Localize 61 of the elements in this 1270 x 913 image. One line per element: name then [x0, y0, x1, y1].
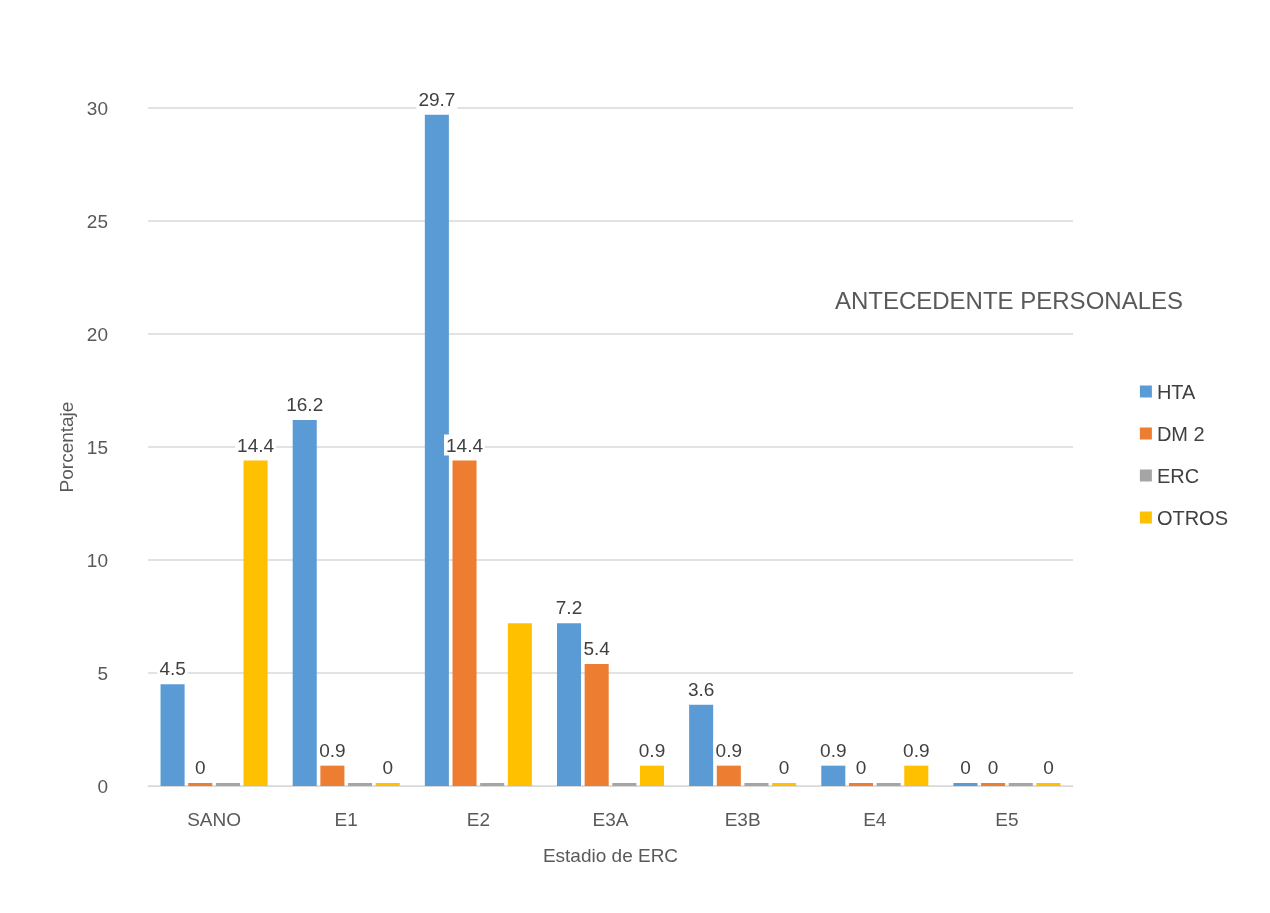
- bar: [821, 765, 846, 786]
- x-tick-label: E5: [995, 809, 1019, 830]
- bar: [981, 783, 1006, 786]
- data-label: 0: [987, 757, 999, 778]
- bar: [452, 460, 477, 786]
- data-label: 14.4: [446, 434, 484, 456]
- bar: [772, 783, 797, 786]
- bar: [320, 765, 345, 786]
- y-tick-label: 15: [86, 436, 108, 458]
- bar: [904, 765, 929, 786]
- bar: [639, 765, 665, 786]
- x-tick-label: E1: [334, 809, 358, 830]
- bar: [507, 623, 532, 786]
- data-label: 4.5: [159, 658, 186, 680]
- y-tick-label: 20: [86, 323, 108, 345]
- data-label: 0: [855, 757, 867, 778]
- data-label: 0.9: [820, 739, 847, 761]
- data-label: 0: [382, 757, 393, 778]
- data-label: 5.4: [583, 637, 611, 659]
- legend-label: OTROS: [1156, 506, 1229, 529]
- data-label: 0: [778, 757, 790, 778]
- bar: [716, 765, 741, 786]
- data-label: 0: [194, 757, 206, 778]
- data-label: 7.2: [555, 597, 583, 619]
- bar: [243, 460, 268, 786]
- data-label: 3.6: [687, 678, 715, 700]
- bar: [292, 419, 317, 786]
- bar: [1036, 783, 1061, 786]
- data-label: 14.4: [237, 434, 275, 456]
- data-label: 0.9: [715, 739, 743, 761]
- data-label: 0.9: [638, 739, 666, 761]
- bar: [556, 623, 582, 786]
- y-tick-label: 10: [86, 549, 108, 571]
- x-axis-title: Estadio de ERC: [542, 845, 679, 866]
- x-tick-label: E3A: [592, 809, 629, 830]
- text: ANTECEDENTE PERSONALES: [834, 286, 1184, 314]
- bar: [375, 783, 400, 786]
- bar: [953, 783, 978, 786]
- bar: [160, 684, 185, 786]
- y-tick-label: 0: [97, 775, 108, 797]
- y-tick-label: 25: [86, 210, 108, 232]
- x-tick-label: E2: [466, 809, 490, 830]
- data-label: 29.7: [418, 88, 456, 110]
- x-tick-label: SANO: [187, 809, 241, 830]
- bar: [689, 704, 714, 786]
- x-tick-label: E3B: [724, 809, 761, 830]
- bar: [584, 663, 609, 786]
- data-label: 0: [960, 757, 971, 778]
- x-tick-label: E4: [863, 809, 887, 830]
- data-label: 16.2: [286, 393, 324, 415]
- legend-label: DM 2: [1156, 422, 1205, 445]
- legend-label: ERC: [1156, 464, 1200, 487]
- data-label: 0: [1043, 757, 1054, 778]
- bar: [188, 783, 213, 786]
- data-label: 0.9: [319, 739, 346, 761]
- data-label: 0.9: [903, 739, 930, 761]
- y-tick-label: 30: [86, 97, 108, 119]
- y-tick-label: 5: [97, 662, 108, 684]
- legend-label: HTA: [1156, 380, 1197, 403]
- y-axis-title: Porcentaje: [55, 401, 77, 493]
- bar: [848, 783, 873, 786]
